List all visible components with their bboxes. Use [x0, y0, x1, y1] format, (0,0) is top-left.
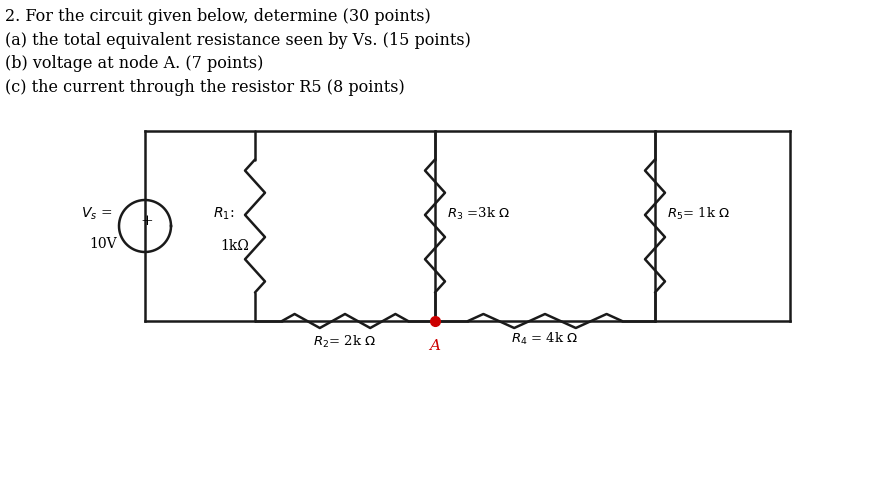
Text: (b) voltage at node A. (7 points): (b) voltage at node A. (7 points)	[5, 55, 263, 72]
Text: +: +	[141, 214, 153, 228]
Text: $R_3$ =3k $\Omega$: $R_3$ =3k $\Omega$	[447, 206, 510, 222]
Text: 10V: 10V	[89, 237, 116, 251]
Text: 2. For the circuit given below, determine (30 points): 2. For the circuit given below, determin…	[5, 8, 431, 25]
Text: $V_s$ =: $V_s$ =	[81, 206, 113, 222]
Text: (c) the current through the resistor R5 (8 points): (c) the current through the resistor R5 …	[5, 79, 404, 96]
Text: 1kΩ: 1kΩ	[220, 239, 248, 253]
Text: (a) the total equivalent resistance seen by Vs. (15 points): (a) the total equivalent resistance seen…	[5, 32, 470, 49]
Text: A: A	[430, 339, 440, 353]
Text: $R_5$= 1k $\Omega$: $R_5$= 1k $\Omega$	[667, 206, 730, 222]
Text: $R_2$= 2k $\Omega$: $R_2$= 2k $\Omega$	[314, 334, 376, 350]
Text: $R_1$:: $R_1$:	[213, 206, 234, 222]
Text: $R_4$ = 4k $\Omega$: $R_4$ = 4k $\Omega$	[511, 331, 579, 347]
